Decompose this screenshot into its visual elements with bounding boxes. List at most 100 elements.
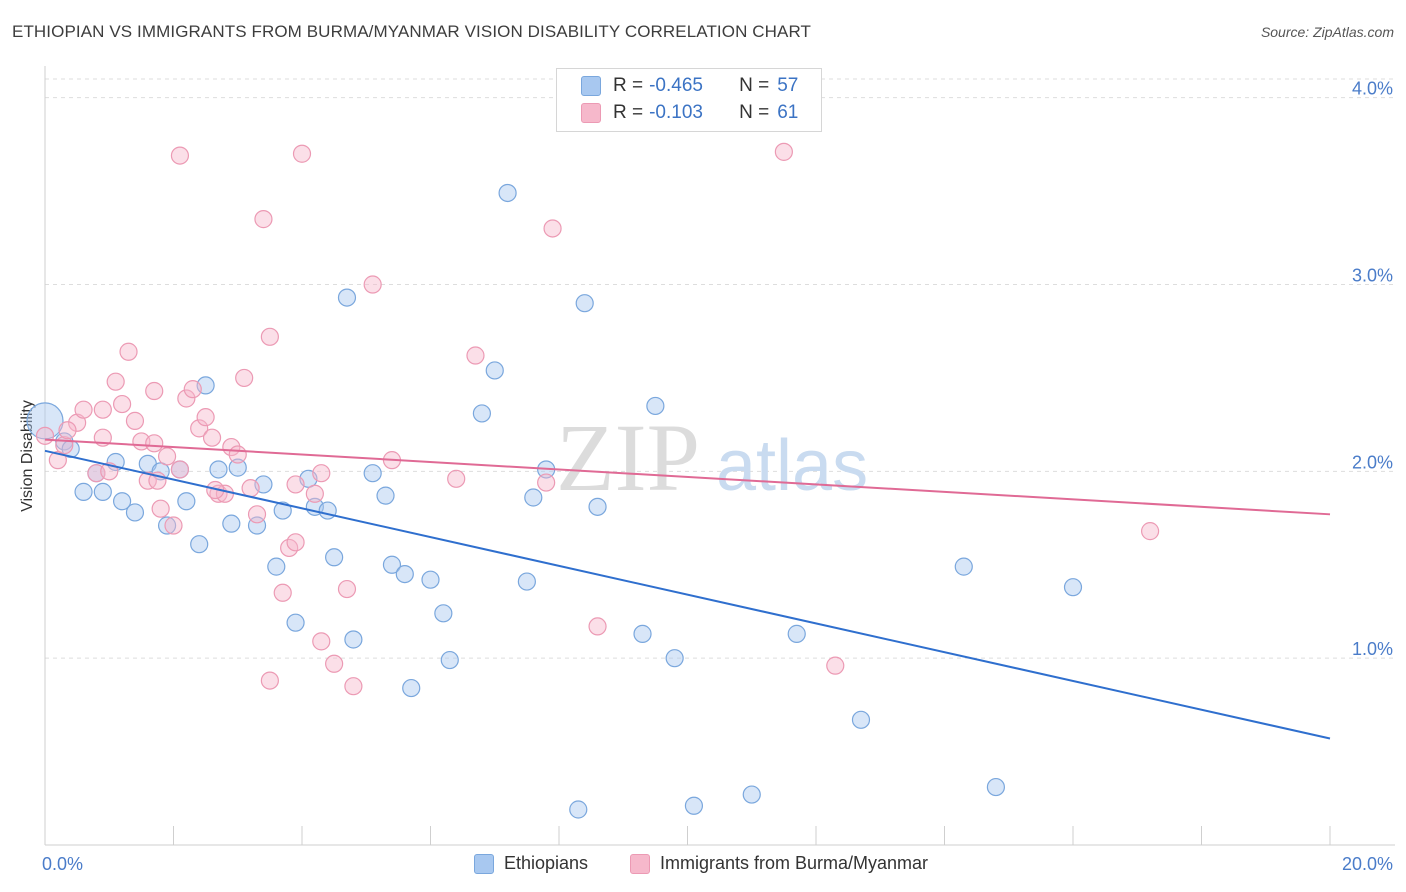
burma-point <box>363 275 382 294</box>
burma-point <box>228 445 247 464</box>
ethiopian-point <box>228 458 247 477</box>
burma-point <box>196 408 215 427</box>
burma-point <box>125 411 145 430</box>
ethiopian-point <box>26 402 64 440</box>
legend-label: Ethiopians <box>504 853 589 873</box>
legend-r-key: R = <box>613 102 644 123</box>
burma-point <box>344 677 363 696</box>
legend-swatch-blue <box>474 853 494 874</box>
burma-point <box>74 400 93 419</box>
ethiopian-point <box>440 650 459 670</box>
legend-swatch-pink <box>630 853 650 874</box>
burma-point <box>58 421 77 440</box>
x-tick-label: 0.0% <box>42 854 83 874</box>
ethiopian-point <box>157 516 177 535</box>
ethiopian-point <box>575 294 594 313</box>
ethiopian-point <box>986 777 1006 797</box>
watermark: ZIP atlas <box>556 404 868 511</box>
burma-point <box>1140 522 1160 541</box>
ethiopian-point <box>74 482 93 501</box>
axes <box>44 66 1395 846</box>
burma-point <box>247 505 267 524</box>
ethiopians-trend-line <box>44 449 1331 740</box>
ethiopian-point <box>93 482 112 501</box>
gridlines <box>45 78 1395 659</box>
ethiopian-point <box>209 460 228 479</box>
ethiopian-point <box>125 503 145 522</box>
burma-point <box>48 451 67 470</box>
ethiopian-point <box>684 796 704 815</box>
burma-point <box>325 654 344 673</box>
burma-point <box>151 499 170 518</box>
ethiopian-point <box>517 572 536 591</box>
burma-point <box>466 346 485 365</box>
burma-point <box>337 579 357 599</box>
ethiopian-point <box>485 361 504 380</box>
burma-point <box>183 380 202 399</box>
x-tick-label: 20.0% <box>1342 854 1393 874</box>
burma-point <box>305 484 324 503</box>
burma-point <box>177 389 196 408</box>
ethiopian-point <box>344 630 363 649</box>
burma-point <box>273 583 292 602</box>
ethiopian-point <box>472 404 491 423</box>
burma-points <box>35 142 1160 696</box>
burma-point <box>35 426 55 445</box>
ethiopian-point <box>337 288 357 307</box>
ethiopian-point <box>665 649 684 668</box>
watermark-zip: ZIP <box>556 404 700 511</box>
burma-point <box>202 428 222 447</box>
ethiopian-point <box>1063 578 1083 597</box>
legend-n-value: 61 <box>777 102 799 123</box>
burma-point <box>241 479 260 498</box>
legend-n-key: N = <box>739 75 770 96</box>
correlation-legend: R = -0.465 N = 57 R = -0.103 N = 61 <box>556 68 822 132</box>
burma-point <box>292 144 312 163</box>
ethiopian-point <box>222 514 241 533</box>
burma-point <box>286 533 305 552</box>
burma-point <box>119 342 138 361</box>
burma-point <box>112 394 132 414</box>
ethiopian-point <box>376 486 395 505</box>
ethiopian-point <box>395 564 414 584</box>
burma-point <box>774 142 793 161</box>
ethiopian-point <box>177 492 196 511</box>
ethiopian-point <box>434 604 453 623</box>
ethiopian-point <box>569 800 588 819</box>
burma-point <box>138 471 157 490</box>
legend-r-key: R = <box>613 75 644 96</box>
ethiopians-points <box>26 183 1083 819</box>
legend-r-value: -0.465 <box>649 75 703 96</box>
y-tick-label: 2.0% <box>1352 452 1393 472</box>
ethiopian-point <box>633 624 652 643</box>
burma-point <box>164 516 183 535</box>
burma-point <box>588 617 607 636</box>
legend-item-burma[interactable]: Immigrants from Burma/Myanmar <box>630 853 928 874</box>
burma-point <box>254 210 273 229</box>
burma-point <box>157 447 177 466</box>
burma-point <box>145 434 164 453</box>
burma-point <box>55 436 74 455</box>
ethiopian-point <box>588 497 607 516</box>
y-tick-label: 1.0% <box>1352 639 1393 659</box>
legend-item-ethiopians[interactable]: Ethiopians <box>474 853 588 874</box>
ethiopian-point <box>498 183 517 203</box>
legend-label: Immigrants from Burma/Myanmar <box>660 853 929 873</box>
ethiopian-point <box>286 613 305 632</box>
burma-point <box>145 381 164 401</box>
burma-point <box>93 400 112 419</box>
burma-point <box>235 368 254 388</box>
ethiopian-point <box>646 396 665 416</box>
burma-point <box>260 671 279 690</box>
burma-point <box>260 327 279 346</box>
legend-n-key: N = <box>739 102 770 123</box>
ethiopian-point <box>325 548 344 567</box>
burma-point <box>190 419 209 438</box>
y-tick-label: 3.0% <box>1352 266 1393 286</box>
burma-point <box>170 146 190 165</box>
burma-point <box>312 464 331 483</box>
burma-point <box>106 372 125 391</box>
ethiopian-point <box>954 557 973 576</box>
ethiopian-point <box>112 492 132 511</box>
